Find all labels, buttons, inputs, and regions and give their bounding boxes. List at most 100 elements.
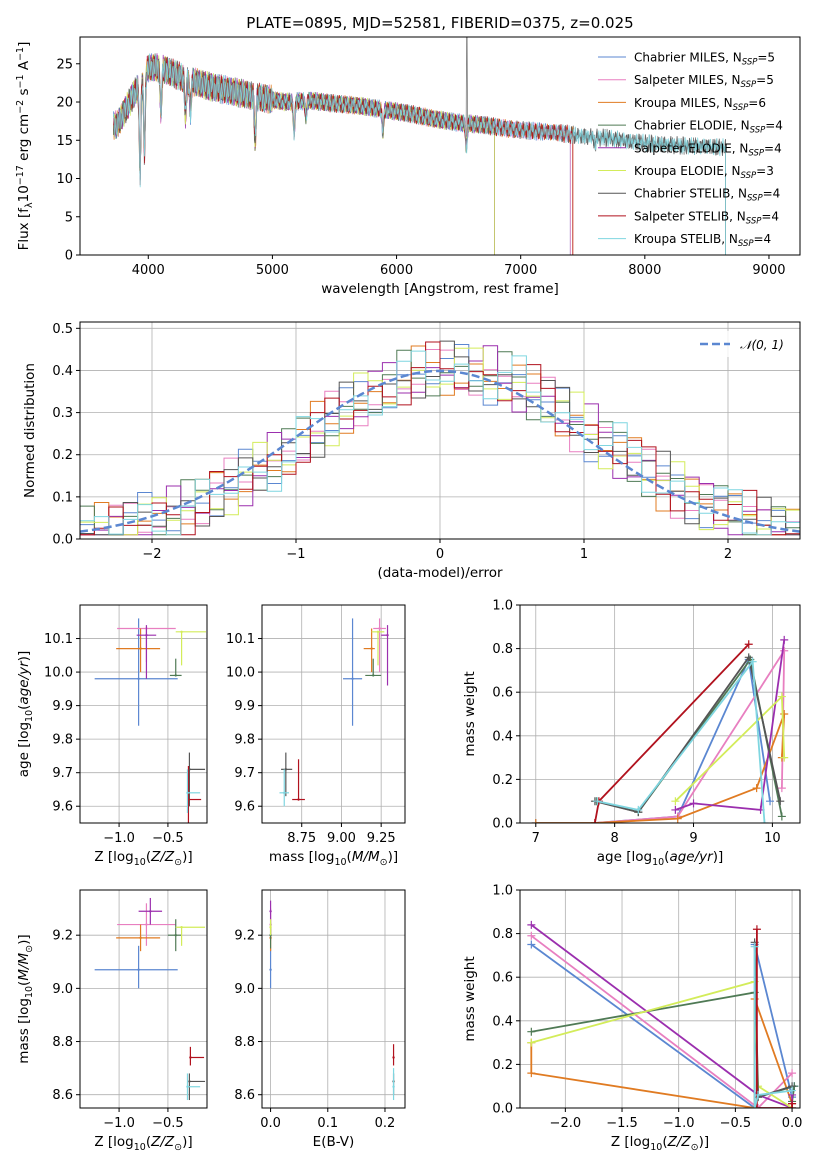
y-tick-label: 9.2 (234, 929, 255, 944)
x-tick-label: −1.0 (663, 1116, 695, 1131)
x-axis-label-age-vs-mass: mass [log10(M/M⊙)] (269, 849, 398, 868)
point-marker (145, 923, 148, 926)
weight-marker (777, 812, 786, 821)
y-tick-label: 8.8 (234, 1035, 255, 1050)
x-tick-label: 0.0 (782, 1116, 803, 1131)
x-axis-label-residuals: (data-model)/error (377, 565, 503, 581)
y-tick-label: 9.0 (52, 982, 73, 997)
errorbar-point (138, 897, 163, 925)
axes-frame-mass-vs-Z (79, 889, 208, 1109)
weight-marker (760, 819, 769, 823)
legend-label: Chabrier ELODIE, NSSP=4 (634, 119, 783, 136)
y-tick-label: 9.7 (52, 766, 73, 781)
weight-marker (689, 799, 698, 808)
y-tick-label: 0.2 (52, 448, 73, 463)
axes-frame-weight-vs-Z (519, 889, 801, 1109)
x-tick-label: 7 (532, 831, 540, 846)
y-tick-label: 0.2 (492, 1058, 513, 1073)
errorbar-point (175, 926, 206, 946)
errorbar-point (269, 948, 272, 989)
grid-weight-vs-Z (520, 889, 800, 1109)
normal-curve (80, 369, 800, 533)
x-tick-label: 5000 (256, 263, 289, 278)
weight-marker (671, 797, 680, 806)
x-tick-label: 9000 (752, 263, 785, 278)
x-axis-label-mass-vs-ebv: E(B-V) (313, 1134, 355, 1150)
x-tick-label: −1 (286, 547, 305, 562)
x-tick-label: −0.5 (152, 831, 184, 846)
y-tick-label: 10 (56, 172, 73, 187)
y-tick-label: 0 (65, 249, 73, 264)
point-marker (139, 647, 142, 650)
weight-line (597, 659, 766, 823)
weight-marker (527, 1069, 536, 1078)
x-axis-label-weight-vs-age: age [log10(age/yr)] (597, 849, 723, 868)
point-marker (186, 791, 189, 795)
weight-marker (752, 784, 761, 793)
point-marker (149, 910, 152, 913)
spectrum-model-line (113, 53, 495, 255)
spectrum-legend: Chabrier MILES, NSSP=5 Salpeter MILES, NS… (598, 51, 783, 249)
y-tick-label: 0.2 (492, 773, 513, 788)
point-marker (186, 1085, 189, 1088)
weight-line (594, 643, 750, 823)
weight-marker (754, 1104, 763, 1108)
legend-box (694, 331, 794, 357)
y-tick-label: 8.6 (234, 1088, 255, 1103)
point-marker (392, 1056, 395, 1059)
point-marker (137, 677, 140, 680)
x-tick-label: 4000 (132, 263, 165, 278)
x-tick-label: 8 (611, 831, 619, 846)
x-axis-label-spectrum: wavelength [Angstrom, rest frame] (321, 281, 559, 297)
weight-marker (593, 797, 602, 806)
x-tick-label: 8.75 (287, 831, 316, 846)
point-marker (137, 968, 140, 971)
point-marker (297, 798, 300, 801)
weight-marker (527, 931, 536, 940)
weight-marker (752, 925, 761, 934)
y-tick-label: 0.3 (52, 406, 73, 421)
y-tick-label: 20 (56, 96, 73, 111)
y-axis-label-age-vs-Z: age [log10(age/yr)] (16, 651, 35, 777)
x-tick-label: −2 (142, 547, 161, 562)
point-marker (174, 933, 177, 937)
y-tick-label: 15 (56, 134, 73, 149)
weight-lines-weight-vs-age (531, 635, 789, 823)
x-tick-label: 0 (436, 547, 444, 562)
weight-marker (744, 653, 753, 662)
errorbar-point (269, 919, 272, 936)
weight-marker (780, 646, 789, 655)
x-axis-label-mass-vs-Z: Z [log10(Z/Z⊙)] (94, 1134, 192, 1153)
grid-age-vs-Z (80, 605, 207, 823)
weight-marker (777, 784, 786, 793)
y-tick-label: 0.0 (492, 817, 513, 832)
errorbar-point (373, 618, 386, 673)
y-tick-label: 25 (56, 57, 73, 72)
y-tick-label: 9.9 (234, 699, 255, 714)
axes-frame-spectrum (79, 36, 801, 256)
errorbars-mass-vs-Z (94, 897, 206, 1101)
point-marker (180, 926, 183, 929)
y-axis-label-weight-vs-age: mass weight (462, 671, 478, 756)
weight-marker (788, 1086, 797, 1095)
x-tick-label: 9.00 (327, 831, 356, 846)
weight-line (531, 980, 793, 1108)
y-tick-label: 10.0 (226, 666, 255, 681)
y-tick-label: 0.6 (492, 971, 513, 986)
point-marker (269, 926, 272, 929)
axes-frame-weight-vs-age (519, 604, 801, 824)
errorbars-mass-vs-ebv (269, 900, 395, 1101)
weight-marker (590, 819, 599, 823)
grid-mass-vs-ebv (262, 890, 405, 1108)
errorbar-point (186, 1073, 201, 1101)
point-marker (269, 910, 272, 913)
errorbar-point (94, 618, 178, 726)
weight-marker (527, 920, 536, 929)
y-tick-label: 9.6 (52, 800, 73, 815)
errorbar-point (343, 618, 363, 726)
y-tick-label: 10.0 (44, 666, 73, 681)
weight-marker (766, 797, 775, 806)
x-tick-label: −2.0 (550, 1116, 582, 1131)
weight-marker (531, 819, 540, 823)
weight-marker (780, 753, 789, 762)
